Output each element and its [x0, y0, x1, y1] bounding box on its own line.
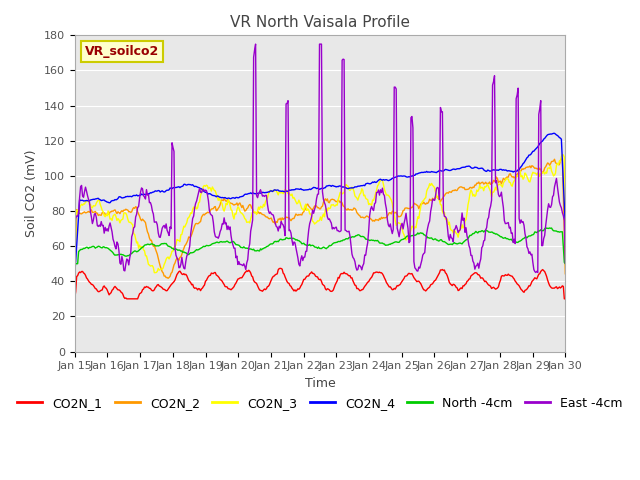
East -4cm — [305, 227, 312, 233]
North -4cm — [307, 243, 314, 249]
CO2N_2 — [71, 263, 79, 269]
Line: North -4cm: North -4cm — [75, 228, 565, 264]
CO2N_4 — [561, 223, 569, 228]
North -4cm — [336, 239, 344, 244]
East -4cm — [561, 260, 569, 266]
Line: CO2N_3: CO2N_3 — [75, 155, 565, 279]
East -4cm — [337, 228, 345, 233]
North -4cm — [561, 261, 569, 266]
CO2N_2 — [559, 156, 566, 161]
CO2N_1 — [305, 273, 312, 279]
Y-axis label: Soil CO2 (mV): Soil CO2 (mV) — [26, 150, 38, 237]
Line: CO2N_4: CO2N_4 — [75, 133, 565, 276]
CO2N_2 — [364, 214, 372, 219]
CO2N_1 — [550, 285, 558, 291]
East -4cm — [252, 41, 259, 47]
CO2N_4 — [363, 180, 371, 186]
CO2N_4 — [307, 187, 314, 192]
CO2N_2 — [305, 203, 312, 209]
CO2N_1 — [308, 269, 316, 275]
CO2N_1 — [276, 265, 284, 271]
CO2N_3 — [561, 204, 569, 210]
CO2N_3 — [559, 152, 566, 157]
CO2N_3 — [336, 190, 344, 195]
CO2N_1 — [71, 296, 79, 302]
Line: CO2N_1: CO2N_1 — [75, 268, 565, 299]
CO2N_1 — [561, 296, 569, 302]
CO2N_2 — [164, 276, 172, 281]
CO2N_4 — [71, 274, 79, 279]
Legend: CO2N_1, CO2N_2, CO2N_3, CO2N_4, North -4cm, East -4cm: CO2N_1, CO2N_2, CO2N_3, CO2N_4, North -4… — [12, 392, 628, 415]
CO2N_4 — [550, 131, 558, 136]
North -4cm — [550, 228, 558, 234]
North -4cm — [363, 236, 371, 242]
CO2N_2 — [308, 207, 316, 213]
North -4cm — [542, 225, 550, 231]
CO2N_2 — [550, 156, 558, 162]
CO2N_4 — [473, 165, 481, 170]
CO2N_2 — [474, 180, 482, 186]
Line: CO2N_2: CO2N_2 — [75, 158, 565, 278]
East -4cm — [552, 180, 559, 186]
CO2N_3 — [550, 173, 557, 179]
CO2N_1 — [364, 279, 372, 285]
East -4cm — [364, 240, 372, 246]
East -4cm — [308, 214, 316, 219]
East -4cm — [474, 260, 482, 266]
CO2N_3 — [307, 211, 314, 217]
Title: VR North Vaisala Profile: VR North Vaisala Profile — [230, 15, 410, 30]
North -4cm — [304, 242, 312, 248]
CO2N_3 — [473, 187, 481, 193]
CO2N_3 — [363, 196, 371, 202]
CO2N_4 — [550, 131, 557, 136]
CO2N_1 — [337, 271, 345, 276]
North -4cm — [473, 229, 481, 235]
CO2N_2 — [561, 271, 569, 276]
East -4cm — [532, 270, 540, 276]
Text: VR_soilco2: VR_soilco2 — [84, 45, 159, 58]
CO2N_3 — [304, 206, 312, 212]
X-axis label: Time: Time — [305, 377, 335, 390]
Line: East -4cm: East -4cm — [75, 44, 565, 273]
CO2N_2 — [337, 198, 345, 204]
CO2N_1 — [474, 272, 482, 277]
CO2N_4 — [304, 187, 312, 192]
CO2N_3 — [71, 276, 79, 282]
East -4cm — [71, 260, 79, 266]
CO2N_4 — [336, 183, 344, 189]
North -4cm — [71, 261, 79, 266]
